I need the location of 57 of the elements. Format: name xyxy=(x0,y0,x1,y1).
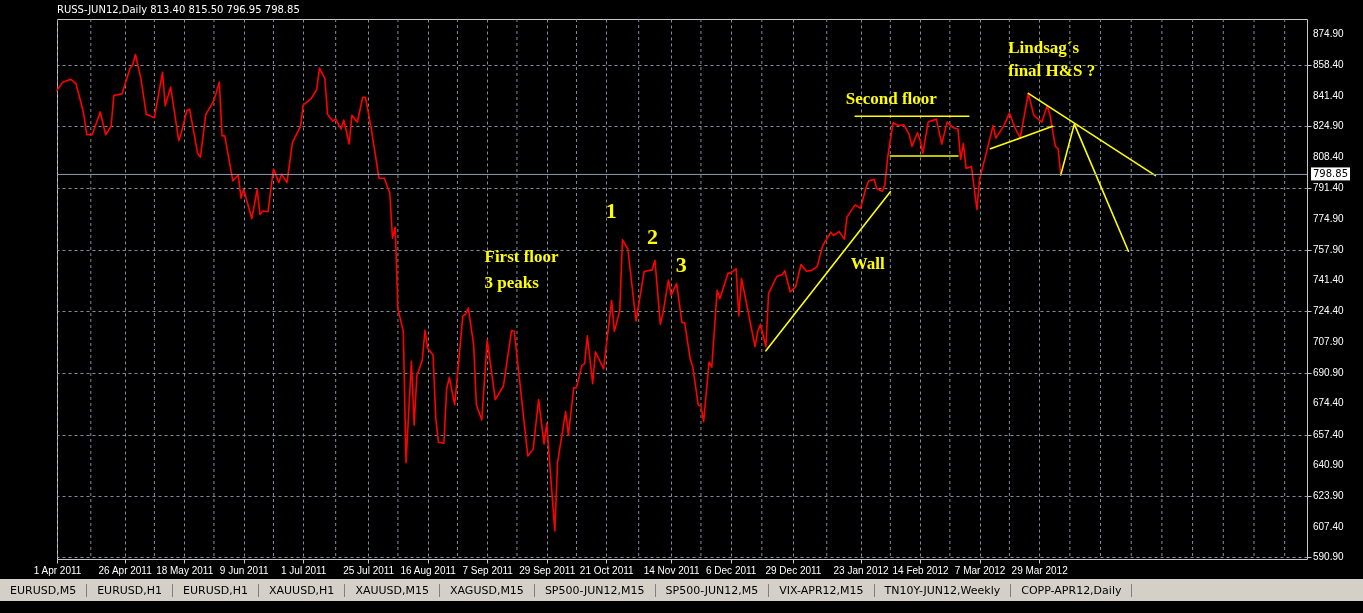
x-tick-label: 14 Feb 2012 xyxy=(892,564,950,576)
y-tick-label: 690.90 xyxy=(1313,367,1345,379)
x-tick-label: 23 Jan 2012 xyxy=(833,564,890,576)
text: SP500-JUN12,M15 xyxy=(534,583,656,597)
text: XAGUSD,M15 xyxy=(439,583,535,597)
text: XAUUSD,H1 xyxy=(258,583,346,597)
text: VIX-APR12,M15 xyxy=(769,583,875,597)
y-tick-label: 590.90 xyxy=(1313,551,1345,563)
text: EURUSD,M5 xyxy=(0,583,88,597)
text: XAUUSD,M15 xyxy=(345,583,440,597)
y-tick-label: 841.40 xyxy=(1313,90,1345,102)
y-tick-label: 791.40 xyxy=(1313,182,1345,194)
x-tick-label: 25 Jul 2011 xyxy=(343,564,395,576)
y-tick-label: 674.40 xyxy=(1313,397,1345,409)
y-tick-label: 874.90 xyxy=(1313,28,1345,40)
x-tick-label: 16 Aug 2011 xyxy=(400,564,457,576)
x-tick-label: 1 Jul 2011 xyxy=(281,564,327,576)
annotation: Lindsag´s xyxy=(1008,38,1080,58)
annotation: 3 xyxy=(675,251,687,277)
y-tick-label: 824.90 xyxy=(1313,120,1345,132)
y-tick-label: 607.40 xyxy=(1313,520,1345,532)
y-tick-label: 707.90 xyxy=(1313,335,1345,347)
text: EURUSD,H1 xyxy=(87,583,174,597)
text: SP500-JUN12,M5 xyxy=(655,583,770,597)
text: EURUSD,H1 xyxy=(173,583,259,597)
y-tick-label: 741.40 xyxy=(1313,274,1345,286)
y-tick-label: 724.40 xyxy=(1313,305,1345,317)
annotation: final H&S ? xyxy=(1008,60,1096,80)
x-tick-label: 9 Jun 2011 xyxy=(219,564,269,576)
text: TN10Y-JUN12,Weekly xyxy=(874,583,1012,597)
text: COPP-APR12,Daily xyxy=(1011,583,1133,597)
x-tick-label: 18 May 2011 xyxy=(156,564,214,576)
ref-line-label: 798.85 xyxy=(1313,168,1348,180)
x-tick-label: 14 Nov 2011 xyxy=(643,564,701,576)
x-tick-label: 7 Mar 2012 xyxy=(954,564,1006,576)
annotation: 3 peaks xyxy=(484,272,540,292)
annotation: 2 xyxy=(647,224,658,250)
x-tick-label: 7 Sep 2011 xyxy=(462,564,514,576)
x-tick-label: 29 Sep 2011 xyxy=(519,564,576,576)
x-tick-label: 6 Dec 2011 xyxy=(706,564,757,576)
y-tick-label: 657.40 xyxy=(1313,428,1345,440)
y-tick-label: 623.90 xyxy=(1313,490,1345,502)
annotation: First floor xyxy=(484,247,560,267)
x-tick-label: 29 Mar 2012 xyxy=(1011,564,1069,576)
y-tick-label: 774.90 xyxy=(1313,212,1345,224)
y-tick-label: 858.40 xyxy=(1313,58,1345,70)
chart-title: RUSS-JUN12,Daily 813.40 815.50 796.95 798.85 xyxy=(57,3,300,15)
annotation: 1 xyxy=(605,197,617,223)
x-tick-label: 29 Dec 2011 xyxy=(765,564,822,576)
y-tick-label: 640.90 xyxy=(1313,459,1345,471)
x-tick-label: 26 Apr 2011 xyxy=(98,564,153,576)
annotation: Wall xyxy=(850,254,886,274)
x-tick-label: 1 Apr 2011 xyxy=(33,564,82,576)
y-tick-label: 808.40 xyxy=(1313,150,1345,162)
annotation: Second floor xyxy=(845,88,938,108)
y-tick-label: 757.90 xyxy=(1313,243,1345,255)
x-tick-label: 21 Oct 2011 xyxy=(579,564,635,576)
